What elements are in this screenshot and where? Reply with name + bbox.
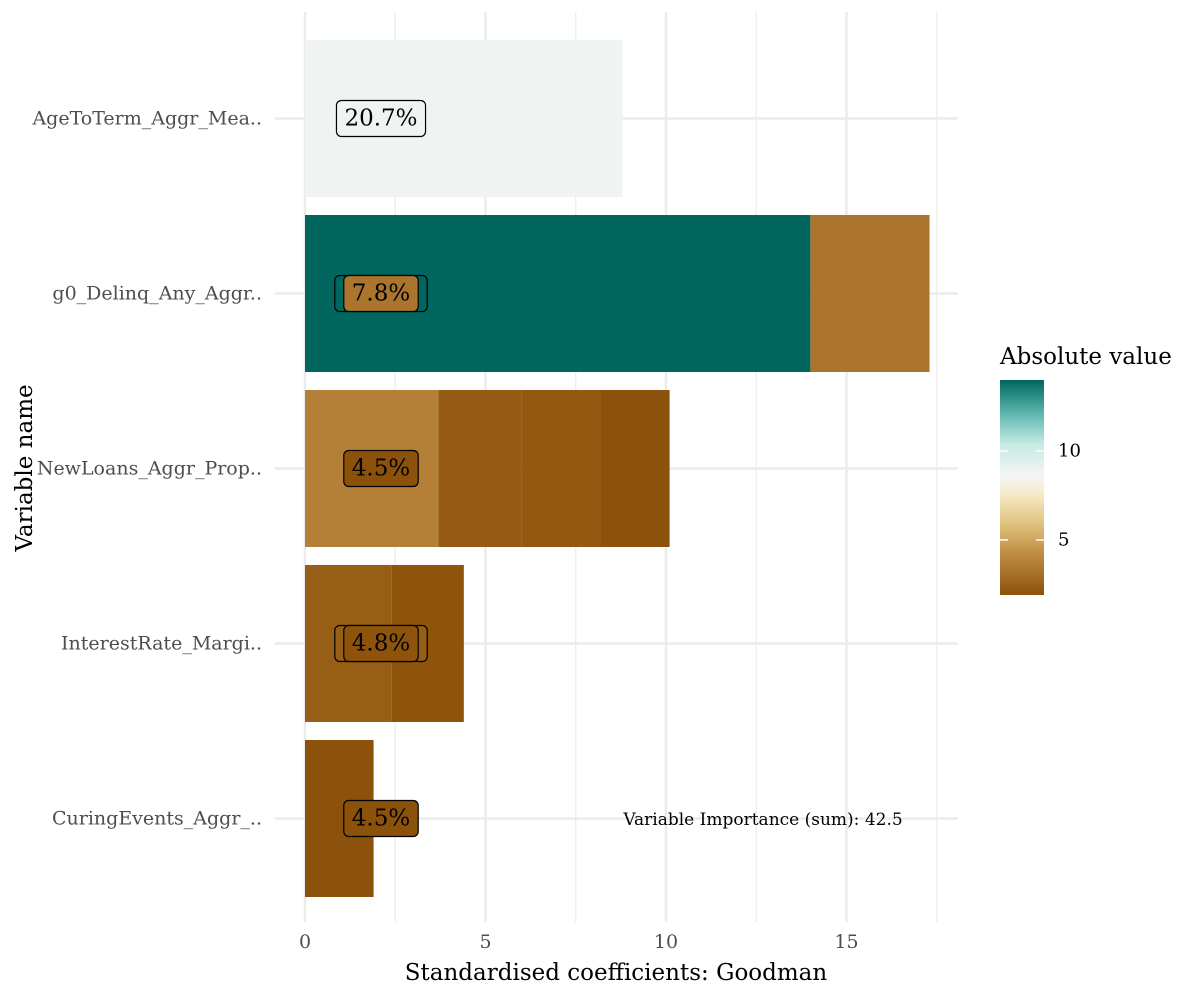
legend-tick-label: 10 (1058, 441, 1081, 462)
legend-title: Absolute value (999, 344, 1172, 370)
bar-percent-label: 4.5% (352, 806, 410, 832)
bar-labels: 20.7% 7.8% 4.5% 4.8% 4.5% (334, 99, 428, 838)
y-tick-label: g0_Delinq_Any_Aggr.. (52, 283, 262, 305)
x-axis-title: Standardised coefficients: Goodman (405, 960, 828, 986)
variable-importance-annotation: Variable Importance (sum): 42.5 (622, 810, 902, 830)
bar-percent-label: 7.8% (352, 281, 410, 307)
bar-segment (810, 215, 930, 372)
x-tick-label: 5 (479, 931, 491, 953)
y-tick-label: NewLoans_Aggr_Prop.. (37, 458, 262, 480)
bar-percent-label: 20.7% (344, 106, 417, 132)
legend-ticks: 5 10 (1000, 441, 1081, 550)
bar-label-box (343, 624, 419, 663)
bar-label-box (343, 449, 419, 488)
legend-colorbar (1000, 380, 1044, 595)
y-axis-title: Variable name (12, 384, 38, 552)
x-tick-label: 10 (654, 931, 678, 953)
y-tick-label: CuringEvents_Aggr_.. (52, 808, 262, 830)
bar-label-box (343, 799, 419, 838)
legend-tick-label: 5 (1058, 529, 1069, 550)
x-tick-label: 15 (834, 931, 858, 953)
bar-segment (601, 390, 670, 547)
bar-percent-label: 4.5% (352, 456, 410, 482)
legend: Absolute value 5 10 (999, 344, 1172, 595)
y-tick-label: InterestRate_Margi.. (61, 633, 262, 655)
bar-label-box (343, 274, 419, 313)
bar-percent-label: 4.8% (352, 631, 410, 657)
x-axis-tick-labels: 0 5 10 15 (299, 931, 859, 953)
y-axis-tick-labels: AgeToTerm_Aggr_Mea.. g0_Delinq_Any_Aggr..… (31, 108, 262, 830)
bar-segment (521, 390, 602, 547)
y-tick-label: AgeToTerm_Aggr_Mea.. (31, 108, 262, 130)
bar-label-box (335, 99, 427, 138)
x-tick-label: 0 (299, 931, 311, 953)
bar-segment (438, 390, 522, 547)
